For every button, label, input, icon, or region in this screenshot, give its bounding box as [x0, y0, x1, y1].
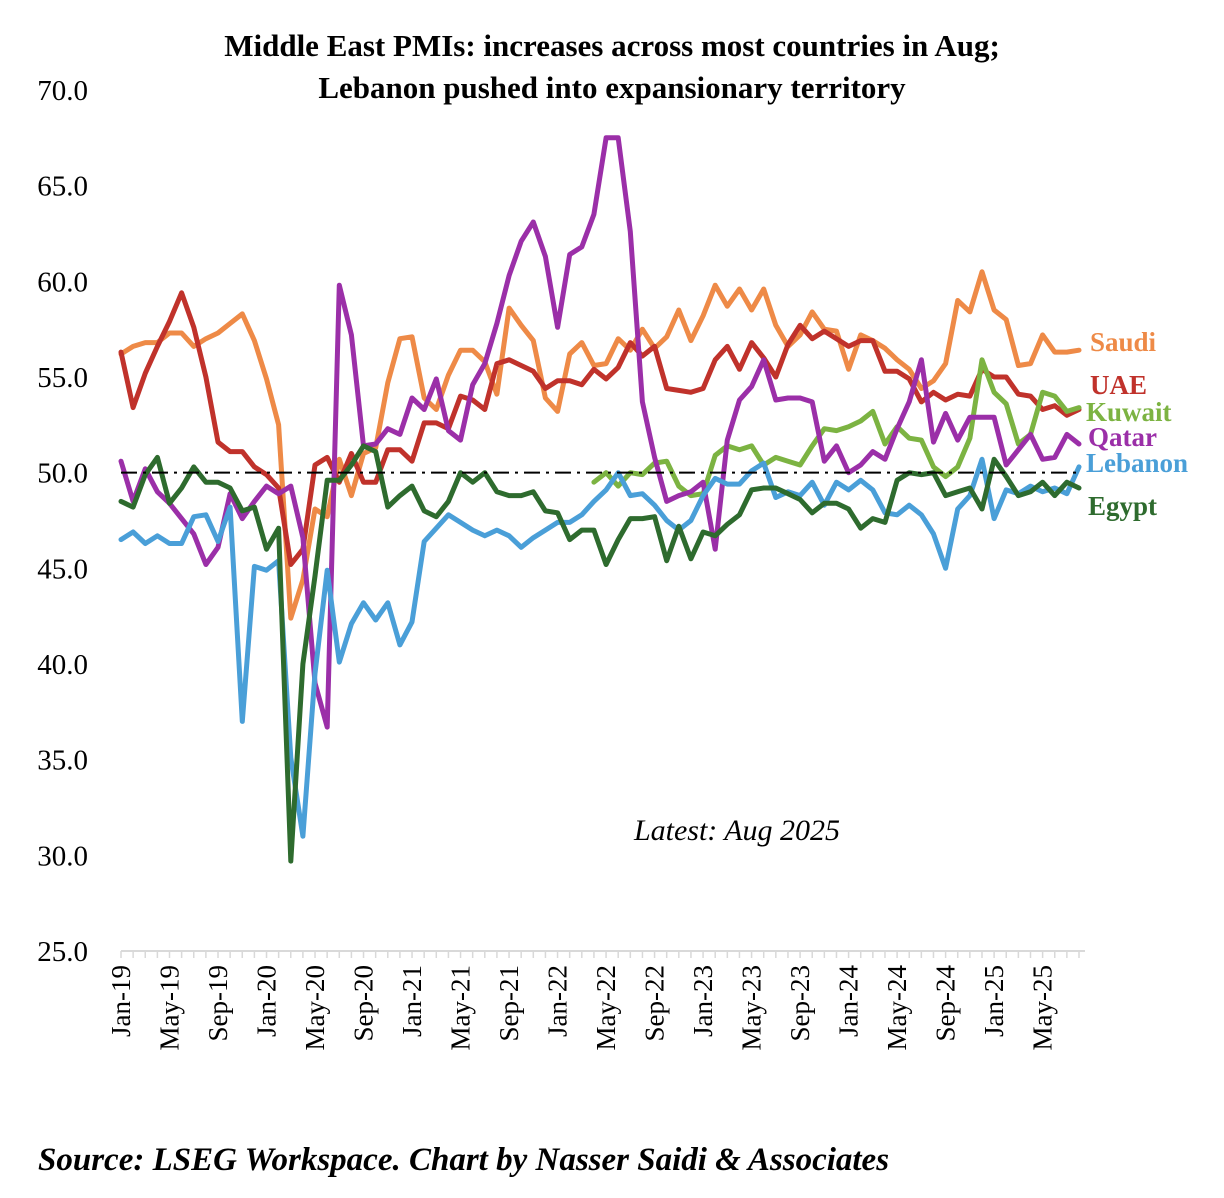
x-tick-label: Sep-21 [494, 965, 524, 1042]
x-axis: Jan-19 May-19 Sep-19 Jan-20 May-20 Sep-20 Jan-… [106, 950, 1085, 1051]
x-tick-label: May-21 [446, 965, 476, 1050]
x-tick-label: Jan-24 [834, 965, 864, 1037]
y-tick-label: 25.0 [37, 936, 88, 968]
series-label-kuwait: Kuwait [1086, 397, 1172, 427]
x-tick-label: Jan-25 [979, 965, 1009, 1037]
y-axis-ticks: 25.0 30.0 35.0 40.0 45.0 50.0 55.0 60.0 65.0 70.0 [37, 75, 88, 968]
series-lines [118, 135, 1082, 864]
x-tick-label: May-20 [300, 965, 330, 1050]
series-label-egypt: Egypt [1088, 491, 1157, 521]
y-tick-label: 50.0 [37, 458, 88, 490]
y-tick-label: 35.0 [37, 745, 88, 777]
series-line-egypt [118, 443, 1082, 864]
source-note: Source: LSEG Workspace. Chart by Nasser … [38, 1142, 889, 1178]
series-line-lebanon [118, 456, 1082, 839]
x-tick-label: May-25 [1028, 965, 1058, 1050]
y-tick-label: 45.0 [37, 553, 88, 585]
series-line-uae [118, 290, 1082, 567]
x-tick-label: May-23 [737, 965, 767, 1050]
x-tick-label: Sep-24 [931, 965, 961, 1042]
series-label-saudi: Saudi [1090, 327, 1157, 357]
chart-subtitle: Lebanon pushed into expansionary territo… [318, 70, 906, 105]
x-tick-label: Jan-23 [688, 965, 718, 1037]
chart-title: Middle East PMIs: increases across most … [224, 28, 1000, 63]
series-label-qatar: Qatar [1088, 422, 1157, 452]
series-line-kuwait [591, 357, 1082, 499]
y-tick-label: 65.0 [37, 171, 88, 203]
y-tick-label: 60.0 [37, 266, 88, 298]
series-label-uae: UAE [1090, 370, 1147, 400]
latest-annotation: Latest: Aug 2025 [633, 814, 840, 847]
x-tick-label: Sep-19 [203, 965, 233, 1042]
x-tick-label: May-22 [591, 965, 621, 1050]
x-tick-label: Sep-22 [640, 965, 670, 1042]
series-line-qatar [118, 135, 1082, 730]
series-label-lebanon: Lebanon [1086, 448, 1188, 478]
y-tick-label: 55.0 [37, 362, 88, 394]
y-tick-label: 30.0 [37, 840, 88, 872]
x-tick-label: Jan-22 [543, 965, 573, 1037]
x-tick-label: Sep-20 [349, 965, 379, 1042]
x-tick-label: Jan-20 [252, 965, 282, 1037]
y-tick-label: 70.0 [37, 75, 88, 107]
x-tick-label: Jan-21 [397, 965, 427, 1037]
x-tick-label: Sep-23 [785, 965, 815, 1042]
x-tick-label: May-19 [155, 965, 185, 1050]
y-tick-label: 40.0 [37, 649, 88, 681]
x-tick-label: May-24 [882, 965, 912, 1051]
x-tick-label: Jan-19 [106, 965, 136, 1037]
series-line-saudi [118, 269, 1082, 621]
